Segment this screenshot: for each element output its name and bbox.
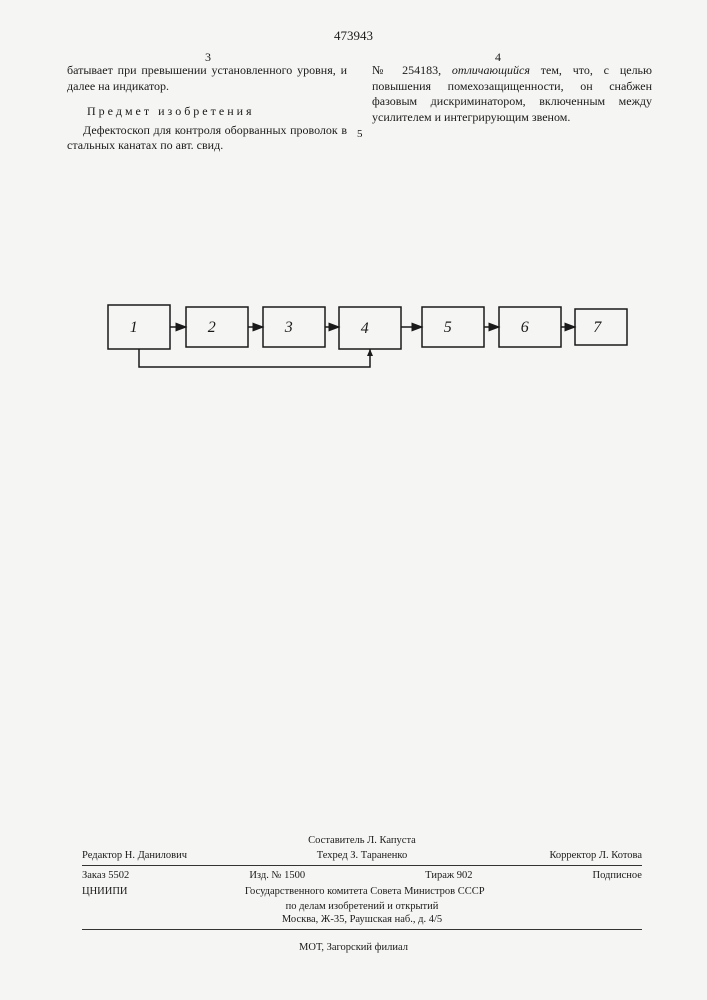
svg-text:1: 1	[130, 319, 138, 336]
footer-org2: Государственного комитета Совета Министр…	[128, 885, 603, 899]
block-diagram: 1 2 3 4 5 6 7	[98, 285, 628, 405]
footer-org1: ЦНИИПИ	[82, 885, 128, 899]
footer-credits-row: Редактор Н. Данилович Техред З. Тараненк…	[82, 848, 642, 864]
footer-corrector: Корректор Л. Котова	[455, 849, 642, 863]
footer-zakaz: Заказ 5502	[82, 869, 129, 883]
svg-text:4: 4	[361, 320, 369, 337]
right-column: № 254183, отличающийся тем, что, с целью…	[372, 63, 652, 125]
svg-text:3: 3	[284, 319, 293, 336]
footer-compiler: Составитель Л. Капуста	[82, 834, 642, 848]
svg-text:2: 2	[208, 319, 216, 336]
svg-text:7: 7	[593, 319, 602, 336]
footer-rule-1	[82, 865, 642, 866]
footer-podpisnoe: Подписное	[593, 869, 642, 883]
document-number: 473943	[334, 28, 373, 44]
svg-text:6: 6	[521, 319, 529, 336]
left-para-2: Дефектоскоп для контроля оборванных пров…	[67, 123, 347, 154]
line-number-5: 5	[357, 128, 363, 140]
footer-rule-2	[82, 929, 642, 930]
footer-print-row: Заказ 5502 Изд. № 1500 Тираж 902 Подписн…	[82, 868, 642, 884]
left-column: батывает при превышении установленного у…	[67, 63, 347, 154]
subject-heading: Предмет изобретения	[67, 104, 347, 120]
footer-org-row: ЦНИИПИ Государственного комитета Совета …	[82, 884, 642, 900]
svg-text:5: 5	[444, 319, 452, 336]
footer-izd: Изд. № 1500	[249, 869, 305, 883]
footer-editor: Редактор Н. Данилович	[82, 849, 269, 863]
footer-org3: по делам изобретений и открытий	[82, 900, 642, 914]
footer-mot: МОТ, Загорский филиал	[299, 942, 408, 953]
footer-block: Составитель Л. Капуста Редактор Н. Данил…	[82, 834, 642, 932]
left-para-1: батывает при превышении установленного у…	[67, 63, 347, 94]
footer-tirazh: Тираж 902	[425, 869, 472, 883]
footer-address: Москва, Ж-35, Раушская наб., д. 4/5	[82, 913, 642, 927]
footer-tekhred: Техред З. Тараненко	[269, 849, 456, 863]
right-para-1: № 254183, отличающийся тем, что, с целью…	[372, 63, 652, 125]
